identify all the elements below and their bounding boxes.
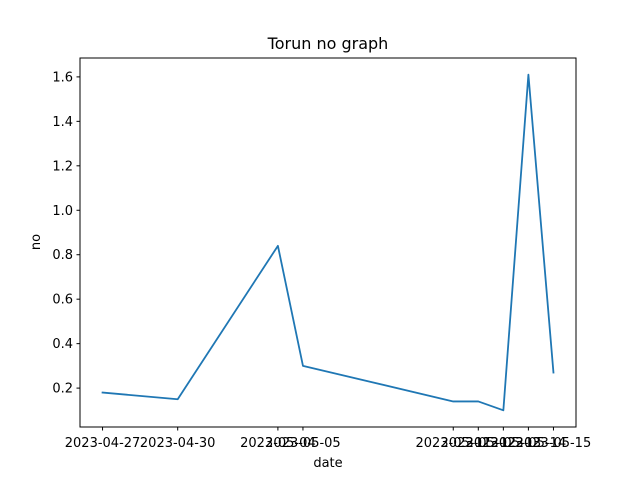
y-tick-label: 1.6: [52, 70, 73, 85]
x-tick-label: 2023-05-15: [516, 436, 592, 451]
x-tick-label: 2023-05-05: [265, 436, 341, 451]
y-axis-title: no: [29, 234, 44, 250]
y-axis-ticks: 0.2 0.4 0.6 0.8 1.0 1.2 1.4 1.6: [52, 70, 80, 397]
chart-title: Torun no graph: [267, 34, 389, 53]
x-tick-label: 2023-05-12: [441, 436, 517, 451]
x-tick-label: 2023-05-04: [240, 436, 316, 451]
x-axis-title: date: [313, 456, 342, 471]
y-tick-label: 1.2: [52, 159, 73, 174]
x-tick-label: 2023-04-27: [65, 436, 141, 451]
x-axis-ticks: 2023-04-27 2023-04-30 2023-05-042023-05-05…: [65, 427, 591, 451]
x-tick-label: 2023-05-13: [466, 436, 542, 451]
y-tick-label: 1.4: [52, 115, 73, 130]
x-tick-label: 2023-05-11: [415, 436, 491, 451]
plot-area-frame: [79, 57, 577, 428]
series-line: [101, 73, 555, 412]
x-tick-label: 2023-04-30: [140, 436, 216, 451]
y-tick-label: 0.6: [52, 293, 73, 308]
x-tick-label: 2023-05-14: [491, 436, 567, 451]
series-layer: [101, 73, 555, 412]
y-tick-label: 0.8: [52, 248, 73, 263]
y-tick-label: 0.4: [52, 337, 73, 352]
y-tick-label: 0.2: [52, 382, 73, 397]
y-tick-label: 1.0: [52, 204, 73, 219]
